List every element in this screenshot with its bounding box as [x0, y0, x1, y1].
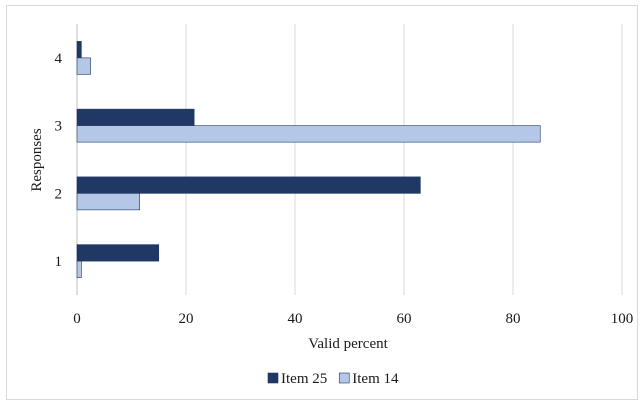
- y-tick-label: 4: [55, 51, 63, 67]
- legend: Item 25 Item 14: [267, 371, 399, 387]
- y-tick-labels: 1 2 3 4: [55, 51, 63, 270]
- legend-label: Item 25: [281, 371, 327, 387]
- legend-swatch: [338, 372, 350, 384]
- legend-label: Item 14: [352, 371, 399, 387]
- x-tick-label: 100: [611, 311, 634, 327]
- x-tick-label: 60: [397, 311, 412, 327]
- y-tick-label: 3: [55, 119, 63, 135]
- bar-item-25-response-1: [76, 244, 160, 262]
- x-tick-label: 80: [506, 311, 521, 327]
- bar-item-14-response-4: [76, 57, 91, 75]
- x-tick-label: 40: [288, 311, 303, 327]
- bar-item-14-response-1: [76, 260, 82, 278]
- bars: [76, 41, 541, 278]
- x-tick-label: 0: [73, 311, 81, 327]
- bar-item-14-response-3: [76, 125, 541, 143]
- bar-item-25-response-2: [76, 176, 421, 194]
- y-tick-label: 2: [55, 186, 63, 202]
- bar-item-14-response-2: [76, 193, 140, 211]
- bar-item-25-response-3: [76, 108, 195, 126]
- y-axis-label: Responses: [29, 128, 45, 191]
- x-tick-labels: 0 20 40 60 80 100: [73, 311, 633, 327]
- bar-item-25-response-4: [76, 41, 82, 59]
- x-tick-label: 20: [179, 311, 194, 327]
- x-axis-label: Valid percent: [308, 336, 388, 352]
- legend-swatch: [267, 372, 279, 384]
- y-tick-label: 1: [55, 254, 63, 270]
